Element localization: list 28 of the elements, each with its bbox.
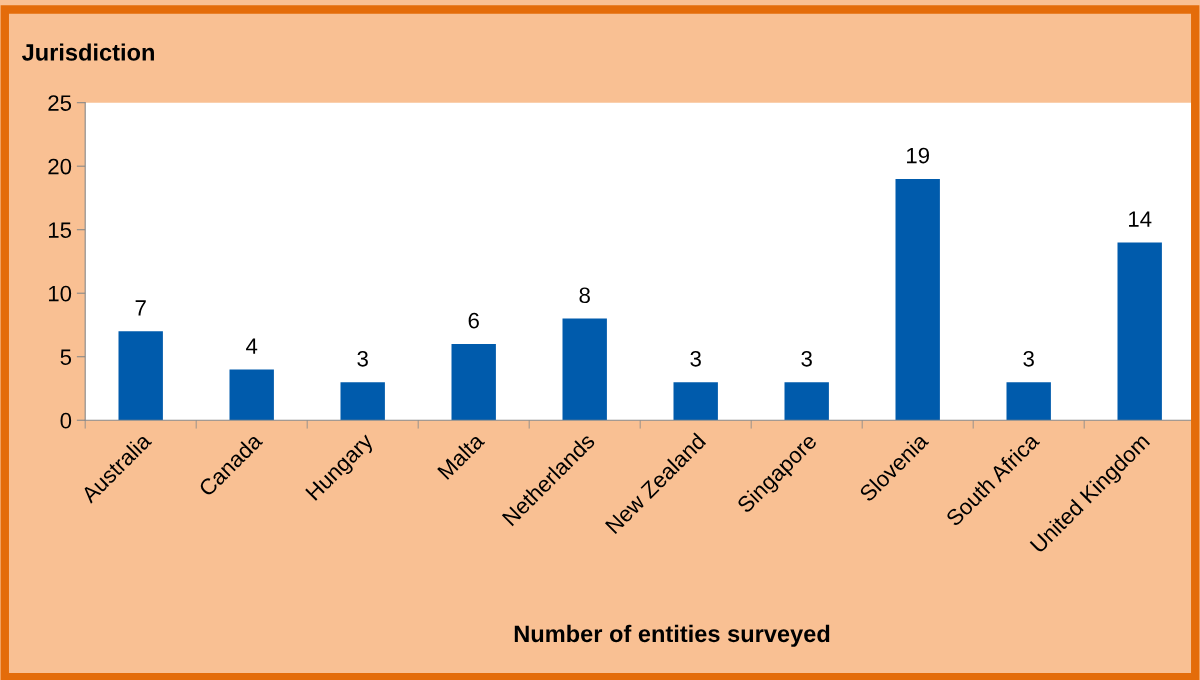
data-label: 7: [135, 300, 146, 316]
data-label: 3: [690, 350, 701, 367]
y-tick-label: 0: [60, 412, 72, 429]
bar: [895, 178, 940, 421]
y-axis-title: Jurisdiction: [21, 43, 154, 61]
y-tick-label: 25: [48, 95, 72, 111]
data-label: 4: [246, 338, 258, 354]
data-label: 6: [468, 312, 479, 329]
y-tick-label: 15: [48, 222, 72, 238]
data-label: 3: [1023, 350, 1034, 367]
bar: [451, 344, 496, 421]
data-label: 3: [801, 350, 812, 367]
data-label: 14: [1129, 211, 1152, 227]
data-label: 19: [907, 147, 930, 164]
bar: [784, 382, 829, 421]
data-label: 8: [579, 287, 590, 304]
bar: [118, 331, 163, 421]
y-tick-label: 5: [60, 349, 72, 365]
data-label: 3: [357, 350, 368, 367]
bar: [562, 318, 607, 421]
bar: [1117, 242, 1162, 421]
y-tick-label: 10: [48, 285, 72, 302]
bar: [1006, 382, 1051, 421]
bar: [229, 369, 274, 421]
x-axis-title: Number of entities surveyed: [514, 624, 830, 647]
bar: [340, 382, 385, 421]
bar: [673, 382, 718, 421]
y-tick-label: 20: [48, 158, 72, 175]
